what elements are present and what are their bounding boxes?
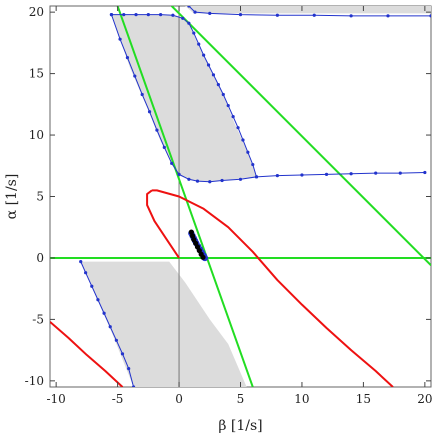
x-tick-label-2: 0 <box>175 392 183 406</box>
blue-point-1-4 <box>349 172 353 176</box>
ticks-layer: -10 -5 0 5 10 15 20 -10 -5 0 5 10 15 20 <box>25 5 433 406</box>
blue-point-2-6 <box>349 14 353 18</box>
blue-point-0-30 <box>155 128 159 132</box>
blue-point-0-27 <box>177 172 181 176</box>
y-tick-label-0: -10 <box>25 374 44 388</box>
blue-point-1-7 <box>423 170 427 175</box>
blue-point-0-26 <box>187 177 191 181</box>
blue-point-0-10 <box>202 53 206 57</box>
blue-point-0-29 <box>162 145 166 149</box>
blue-point-0-32 <box>140 92 144 97</box>
blue-point-1-1 <box>275 174 279 178</box>
x-tick-label-6: 20 <box>417 392 432 406</box>
y-tick-label-1: -5 <box>32 312 44 326</box>
blue-point-3-4 <box>102 311 106 315</box>
x-tick-label-4: 10 <box>294 392 309 406</box>
y-tick-label-5: 15 <box>29 67 44 81</box>
blue-point-0-36 <box>109 13 114 17</box>
blue-point-2-1 <box>193 10 197 14</box>
blue-point-0-33 <box>133 74 137 78</box>
blue-point-0-22 <box>238 177 243 181</box>
blue-point-3-0 <box>79 260 83 264</box>
blue-curve-3 <box>80 261 135 387</box>
blue-point-0-16 <box>231 115 235 119</box>
blue-point-1-6 <box>398 171 402 175</box>
x-tick-label-0: -10 <box>46 392 65 406</box>
blue-curve-1 <box>256 172 425 178</box>
blue-point-0-24 <box>208 180 212 184</box>
blue-point-0-7 <box>187 21 191 25</box>
x-axis-label: β [1/s] <box>218 418 262 434</box>
black-point-7 <box>200 254 206 260</box>
blue-point-1-5 <box>374 171 378 175</box>
y-tick-label-2: 0 <box>36 251 44 265</box>
blue-point-2-0 <box>187 6 191 8</box>
green-line-2 <box>170 6 431 267</box>
shaded-region-0 <box>111 14 257 182</box>
blue-point-0-19 <box>246 150 250 154</box>
blue-point-0-9 <box>197 42 201 46</box>
blue-point-3-7 <box>120 352 125 356</box>
blue-point-0-12 <box>211 73 216 77</box>
blue-point-3-8 <box>127 366 131 371</box>
blue-point-0-11 <box>206 63 211 67</box>
blue-point-2-8 <box>429 14 431 18</box>
blue-point-0-34 <box>125 56 130 60</box>
blue-point-0-20 <box>251 162 255 167</box>
red-curve-4 <box>152 189 394 387</box>
blue-point-3-6 <box>114 338 118 342</box>
blue-point-0-13 <box>216 83 220 87</box>
blue-point-0-6 <box>181 16 185 20</box>
blue-point-0-4 <box>159 13 163 17</box>
x-tick-label-5: 15 <box>356 392 371 406</box>
blue-point-3-2 <box>90 284 94 288</box>
shaded-region-2 <box>185 6 431 14</box>
blue-point-0-35 <box>118 37 122 41</box>
blue-point-3-5 <box>108 325 112 329</box>
blue-point-0-31 <box>147 110 152 114</box>
y-tick-label-6: 20 <box>29 5 44 19</box>
curves-layer <box>50 6 431 387</box>
blue-point-0-5 <box>171 13 175 17</box>
blue-point-3-3 <box>96 298 100 302</box>
y-tick-label-3: 5 <box>36 190 44 204</box>
blue-point-2-5 <box>312 13 316 17</box>
blue-point-3-1 <box>84 271 88 275</box>
blue-point-0-25 <box>195 179 200 183</box>
blue-point-0-1 <box>122 13 126 17</box>
y-axis-label: α [1/s] <box>4 174 20 220</box>
shaded-region-1 <box>80 261 247 387</box>
y-tick-label-4: 10 <box>29 128 44 142</box>
blue-point-2-7 <box>386 14 390 18</box>
blue-point-1-2 <box>300 173 304 177</box>
blue-point-2-4 <box>275 13 279 17</box>
blue-point-2-2 <box>208 11 212 15</box>
red-curve-6 <box>50 321 124 387</box>
blue-point-0-15 <box>226 103 230 108</box>
x-tick-label-3: 5 <box>237 392 245 406</box>
blue-point-0-2 <box>134 13 138 17</box>
shaded-regions-layer <box>80 6 431 387</box>
blue-point-1-3 <box>324 172 329 176</box>
points-layer <box>79 6 431 387</box>
blue-point-0-3 <box>146 13 150 17</box>
x-tick-label-1: -5 <box>112 392 124 406</box>
blue-point-0-14 <box>221 92 225 97</box>
green-line-1 <box>116 6 254 387</box>
blue-point-0-28 <box>170 161 174 165</box>
blue-point-2-3 <box>238 13 243 17</box>
blue-point-0-17 <box>236 126 240 130</box>
blue-point-1-0 <box>254 175 259 179</box>
plot-frame <box>49 5 432 388</box>
red-curve-5 <box>146 189 180 259</box>
blue-point-0-23 <box>220 178 224 183</box>
blue-point-0-8 <box>192 31 196 35</box>
blue-point-3-9 <box>131 385 136 387</box>
blue-point-0-18 <box>241 138 245 142</box>
